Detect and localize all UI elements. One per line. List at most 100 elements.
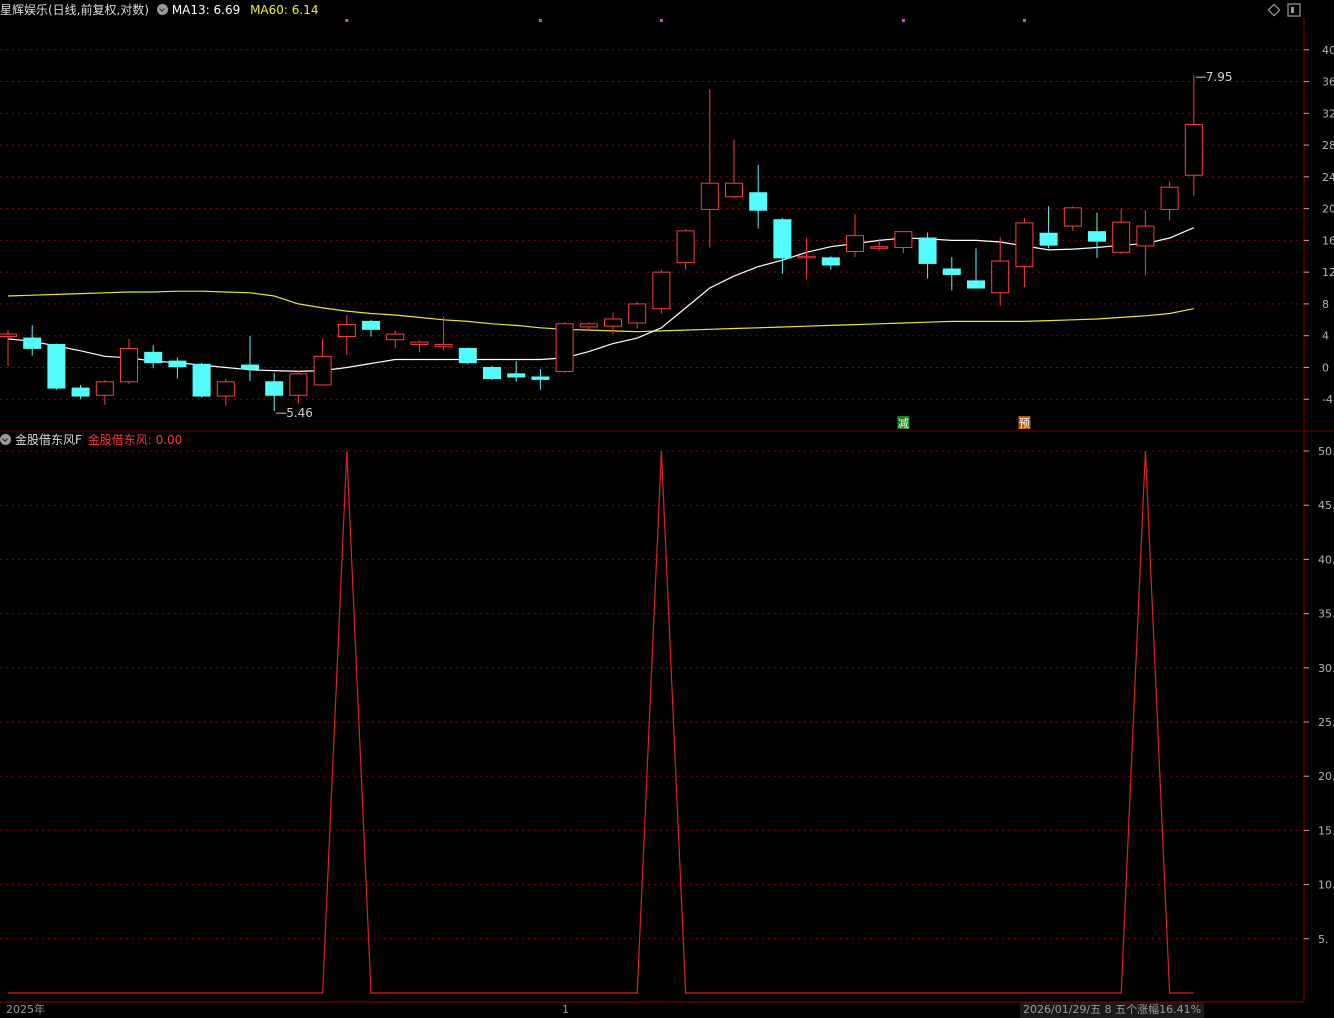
candle-body — [289, 373, 308, 396]
candle[interactable] — [531, 369, 550, 390]
candle-body — [47, 343, 66, 389]
signal-marker — [538, 19, 542, 22]
candle[interactable] — [120, 338, 138, 385]
candle[interactable] — [967, 248, 985, 289]
candle[interactable] — [797, 238, 816, 280]
candle[interactable] — [725, 139, 743, 199]
candle[interactable] — [1039, 206, 1058, 249]
candle[interactable] — [1184, 75, 1203, 196]
candle[interactable] — [846, 214, 864, 258]
candle[interactable] — [337, 315, 356, 355]
candle[interactable] — [870, 238, 889, 251]
candle[interactable] — [434, 316, 453, 351]
candle[interactable] — [1088, 212, 1106, 258]
candle-body — [265, 381, 284, 396]
candle[interactable] — [386, 330, 405, 349]
candle-body — [967, 280, 985, 289]
candle-body — [362, 320, 380, 330]
candle[interactable] — [192, 362, 211, 398]
indicator-tick-label: 15. — [1318, 824, 1334, 837]
price-extreme-label: 7.95 — [1206, 70, 1233, 84]
candle[interactable] — [241, 335, 259, 381]
ma13-label: MA13: 6.69 — [171, 3, 241, 17]
indicator-grid — [0, 450, 1304, 940]
candle[interactable] — [71, 384, 90, 400]
candle[interactable] — [894, 231, 913, 254]
candle-body — [386, 333, 405, 341]
candle-body — [1160, 186, 1179, 210]
candle[interactable] — [579, 322, 598, 331]
candle[interactable] — [1136, 210, 1155, 276]
candle[interactable] — [265, 373, 284, 412]
price-extreme-label: 5.46 — [286, 406, 313, 420]
candle[interactable] — [652, 269, 671, 314]
indicator-header: 金股借东风F 金股借东风: 0.00 — [0, 432, 182, 448]
candle[interactable] — [1063, 206, 1082, 231]
candle[interactable] — [313, 338, 332, 386]
candle[interactable] — [507, 361, 526, 382]
collapse-dropdown-icon[interactable] — [156, 4, 168, 15]
candle[interactable] — [773, 218, 792, 274]
candle-body — [192, 363, 211, 397]
signal-marker — [659, 19, 663, 22]
candle-body — [1112, 221, 1131, 253]
price-tick-label: 8 — [1322, 298, 1329, 311]
signal-marker — [901, 19, 905, 22]
candle[interactable] — [216, 378, 235, 406]
candle[interactable] — [95, 380, 114, 405]
candle-body — [918, 237, 937, 264]
candle[interactable] — [942, 257, 961, 291]
candle-body — [628, 303, 647, 324]
candle-body — [725, 182, 743, 198]
candles[interactable] — [0, 75, 1203, 412]
candle-body — [23, 337, 42, 349]
candle[interactable] — [168, 357, 187, 379]
diamond-icon[interactable] — [1267, 3, 1281, 17]
candle[interactable] — [604, 312, 622, 335]
candle[interactable] — [23, 325, 42, 356]
candle[interactable] — [676, 229, 695, 270]
price-tick-label: 24 — [1322, 171, 1334, 184]
candle[interactable] — [821, 256, 840, 270]
indicator-tick-label: 35. — [1318, 608, 1334, 621]
candle[interactable] — [991, 237, 1010, 306]
candle[interactable] — [1015, 218, 1034, 288]
signal-badge: 预 — [1019, 417, 1030, 430]
signal-markers-top — [345, 19, 1026, 22]
stock-title[interactable]: 星辉娱乐(日线,前复权,对数) — [0, 3, 149, 17]
candle-body — [555, 323, 574, 372]
collapse-dropdown-icon[interactable] — [0, 434, 11, 445]
candle[interactable] — [362, 319, 380, 337]
candle[interactable] — [700, 89, 719, 248]
candle[interactable] — [483, 365, 501, 381]
candle-body — [870, 246, 889, 249]
indicator-title[interactable]: 金股借东风F — [15, 433, 82, 447]
price-tick-label: 20 — [1322, 203, 1334, 216]
candle-body — [0, 333, 17, 337]
candle[interactable] — [1112, 208, 1131, 254]
candle[interactable] — [410, 340, 429, 353]
candle[interactable] — [555, 322, 574, 374]
price-grid — [0, 49, 1304, 400]
indicator-series — [8, 450, 1194, 994]
restore-window-icon[interactable] — [1287, 3, 1301, 17]
candle[interactable] — [1160, 181, 1179, 221]
price-tick-label: 32 — [1322, 107, 1334, 120]
candle[interactable] — [289, 369, 308, 404]
candle-body — [483, 366, 501, 380]
candle-body — [216, 381, 235, 397]
candle[interactable] — [628, 301, 647, 329]
candle-body — [700, 182, 719, 210]
candle[interactable] — [918, 232, 937, 279]
candle[interactable] — [47, 343, 66, 390]
candle-body — [71, 387, 90, 397]
candle[interactable] — [144, 345, 163, 369]
candle-body — [821, 257, 840, 266]
price-annotations: 7.95 5.46 — [276, 70, 1233, 420]
candle[interactable] — [458, 347, 477, 365]
candle[interactable] — [749, 164, 768, 229]
indicator-tick-label: 50. — [1318, 445, 1334, 458]
candle[interactable] — [0, 330, 17, 366]
